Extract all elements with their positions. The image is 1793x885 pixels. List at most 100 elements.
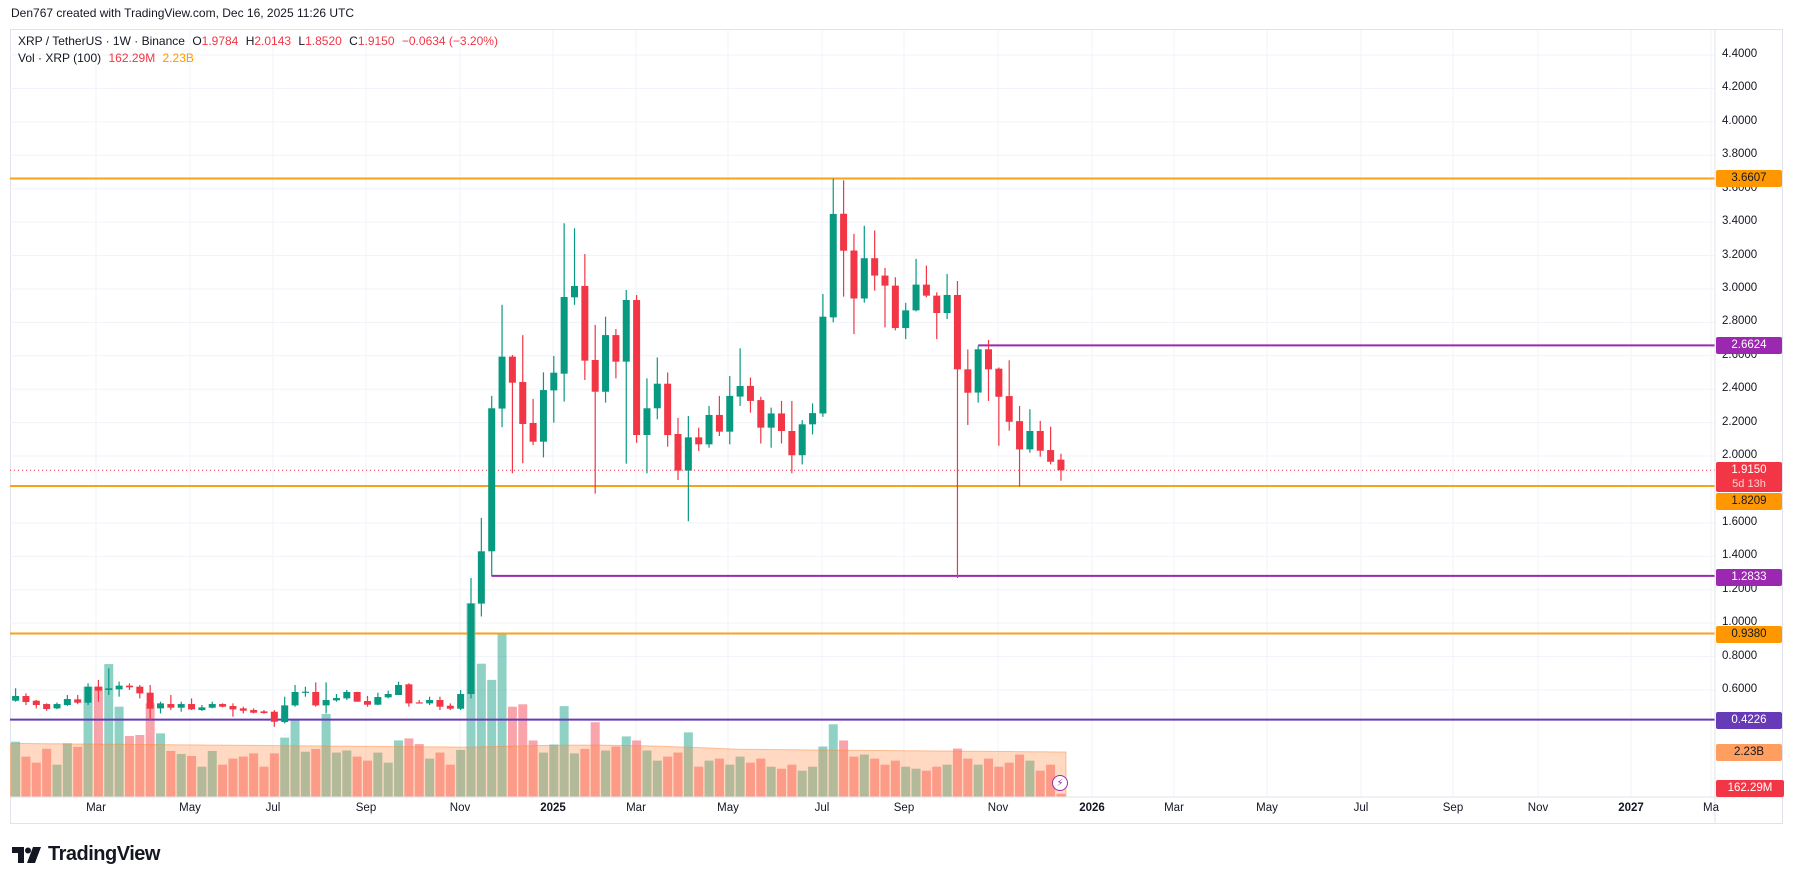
level-label-1-2833: 1.2833 (1716, 569, 1782, 586)
volume-bar (735, 756, 745, 797)
candle-down (881, 267, 889, 328)
candle-up (560, 223, 568, 402)
candle-down (850, 233, 858, 335)
candle-down (529, 398, 537, 446)
candle-down (364, 696, 371, 707)
volume-bar (673, 752, 683, 797)
volume-bar (590, 722, 600, 797)
volume-value: 162.29M (108, 51, 156, 65)
last-price: 1.9150 (1731, 464, 1767, 476)
low-value: 1.8520 (305, 34, 342, 48)
candle-down (891, 277, 899, 331)
volume-bar (11, 741, 21, 797)
volume-bar (269, 753, 279, 797)
tradingview-logo[interactable]: TradingView (12, 843, 160, 866)
candle-body (560, 296, 568, 374)
horizontal-levels (10, 177, 1715, 721)
close-value: 1.9150 (357, 34, 395, 48)
volume-bar (93, 686, 103, 797)
change-value: −0.0634 (−3.20%) (401, 34, 498, 48)
candle-up (488, 395, 496, 577)
level-label-0-4226: 0.4226 (1716, 712, 1782, 729)
volume-bar (83, 686, 93, 797)
candle-body (643, 408, 651, 436)
candle-body (1016, 421, 1024, 450)
price-tick-label: 0.6000 (1722, 683, 1758, 695)
candle-body (384, 694, 392, 698)
candle-up (477, 517, 485, 617)
candle-up (384, 690, 392, 699)
lightning-icon[interactable]: ⚡ (1052, 775, 1068, 791)
volume-bar (321, 713, 331, 797)
candle-body (891, 285, 899, 329)
candle-up (426, 696, 434, 706)
candle-body (32, 700, 40, 706)
candle-body (622, 299, 630, 362)
candle-body (250, 710, 258, 713)
volume-bar (487, 679, 497, 797)
close-label: C (349, 34, 358, 48)
volume-bar (62, 743, 72, 797)
candles (12, 178, 1065, 727)
candle-body (519, 382, 527, 424)
time-tick-label: Nov (449, 802, 471, 814)
candle-down (746, 377, 754, 413)
candle-up (467, 578, 475, 699)
candle-up (571, 228, 578, 305)
time-tick-label: Sep (893, 802, 915, 814)
candle-body (612, 335, 620, 362)
candle-up (105, 668, 113, 696)
volume-bar (787, 764, 797, 797)
candle-body (498, 356, 506, 409)
volume-bar (973, 764, 983, 797)
candle-body (43, 704, 51, 710)
candle-up (1026, 409, 1034, 453)
candle-body (229, 706, 237, 710)
time-tick-label: 2027 (1618, 802, 1644, 814)
candle-up (943, 273, 951, 320)
price-tick-label: 3.2000 (1722, 248, 1758, 261)
time-tick-label: Mar (86, 802, 106, 814)
volume-bar (114, 706, 124, 797)
candle-down (229, 703, 237, 717)
volume-bar (756, 758, 766, 797)
volume-bar (942, 764, 952, 797)
candle-down (146, 684, 154, 721)
candle-body (84, 686, 92, 703)
candle-down (250, 708, 258, 714)
volume-bar (652, 760, 662, 797)
time-tick-label: Jul (814, 802, 830, 814)
candle-body (912, 284, 920, 311)
candle-down (922, 265, 930, 298)
volume-bar (456, 749, 466, 797)
candle-body (312, 692, 320, 706)
volume-bar (632, 740, 642, 797)
candle-body (239, 708, 247, 711)
volume-bar (104, 664, 114, 797)
candle-body (94, 686, 102, 691)
volume-bar (901, 766, 911, 797)
candle-body (105, 688, 113, 690)
volume-bar (373, 752, 383, 797)
time-tick-label: Sep (355, 802, 377, 814)
candle-body (591, 359, 599, 392)
volume-bar (745, 762, 755, 797)
candle-body (529, 422, 537, 442)
price-tick-label: 2.8000 (1722, 315, 1758, 328)
level-label-3-6607: 3.6607 (1716, 170, 1782, 187)
candle-body (1005, 396, 1013, 422)
candle-down (591, 324, 599, 494)
volume-bar (1035, 770, 1045, 797)
candle-up (322, 682, 330, 714)
candle-down (995, 367, 1003, 446)
candle-up (767, 407, 775, 448)
candle-body (953, 294, 961, 370)
volume-bar (952, 748, 962, 797)
volume-ma-axis-label: 2.23B (1716, 744, 1782, 761)
tradingview-wordmark: TradingView (48, 843, 160, 865)
volume-bar (859, 754, 869, 797)
price-tick-label: 4.0000 (1722, 114, 1758, 127)
candle-body (819, 316, 827, 414)
level-label-1-8209: 1.8209 (1716, 493, 1782, 510)
